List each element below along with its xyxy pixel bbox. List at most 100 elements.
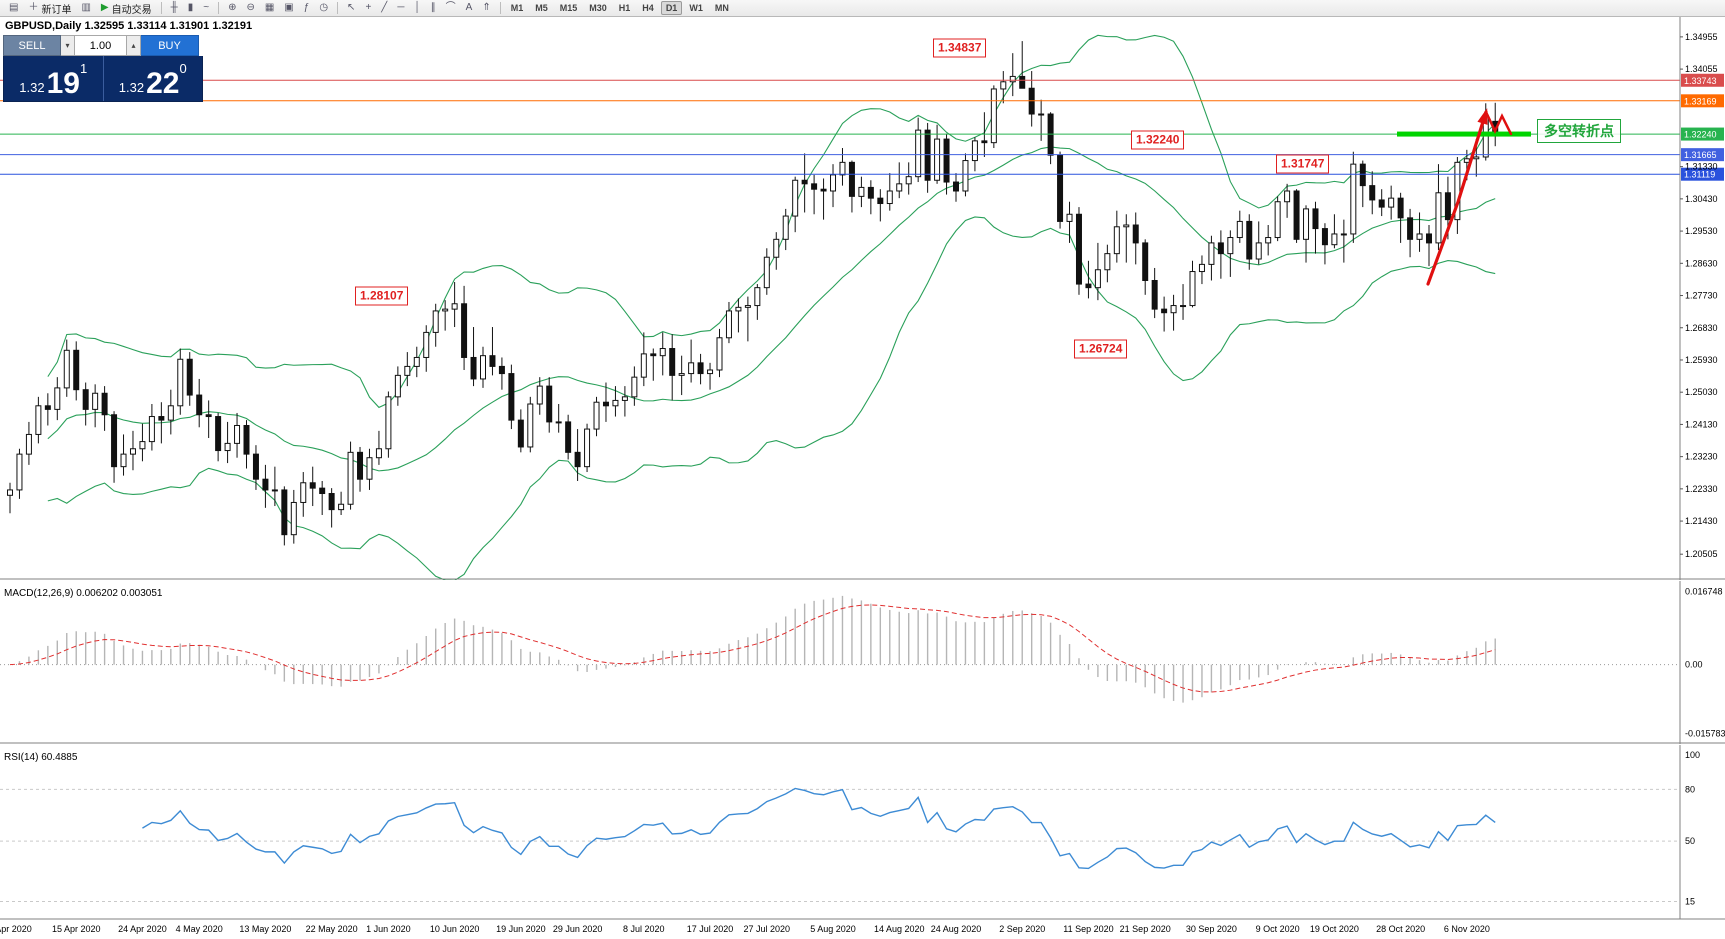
candle	[678, 373, 685, 376]
timeframe-h1-button[interactable]: H1	[618, 3, 631, 13]
candle	[158, 416, 165, 421]
cascade-windows-icon[interactable]: ▣	[280, 0, 297, 16]
price-tag[interactable]: 1.31747	[1276, 154, 1330, 174]
x-axis-label: 15 Apr 2020	[52, 924, 101, 934]
candle	[489, 355, 496, 367]
candle	[735, 306, 742, 312]
horizontal-lines[interactable]: 1.33743 1.33169 1.32240 1.31665 1.31119	[0, 73, 1724, 181]
candle	[990, 88, 997, 144]
vertical-line-icon[interactable]: │	[410, 0, 424, 16]
zoom-out-icon[interactable]: ⊖	[242, 0, 258, 16]
trendline-icon[interactable]: ╱	[377, 0, 391, 16]
candle	[612, 399, 619, 407]
cascade-windows-icon: ▣	[284, 2, 294, 13]
candle	[498, 365, 505, 375]
price-tag[interactable]: 1.32240	[1131, 130, 1185, 150]
svg-text:1.31665: 1.31665	[1684, 150, 1717, 160]
crosshair-icon[interactable]: +	[361, 0, 375, 16]
buy-price-panel[interactable]: 1.32 22 0	[104, 56, 203, 101]
turning-point-label[interactable]: 多空转折点	[1537, 119, 1621, 143]
candle	[101, 392, 108, 416]
text-label-icon[interactable]: A	[462, 0, 477, 16]
new-order-button[interactable]: ＋新订单	[24, 0, 75, 16]
candle	[839, 161, 846, 176]
price-tag[interactable]: 1.34837	[933, 38, 987, 58]
candle	[1444, 192, 1451, 221]
chevron-down-icon: ▾	[65, 41, 70, 50]
x-axis-label: 17 Jul 2020	[687, 924, 734, 934]
macd-scale-label: -0.015783	[1685, 729, 1725, 739]
timeframe-m15-button[interactable]: M15	[559, 3, 578, 13]
indicators-icon[interactable]: ƒ	[300, 0, 314, 16]
price-tag[interactable]: 1.26724	[1074, 339, 1128, 359]
candle	[792, 179, 799, 217]
price-scale-tag	[1681, 167, 1724, 181]
x-axis-label: 29 Jun 2020	[553, 924, 603, 934]
chart-window-icon[interactable]: ▥	[77, 0, 94, 16]
timeframe-w1-button[interactable]: W1	[689, 3, 703, 13]
timeframe-h4-button[interactable]: H4	[642, 3, 654, 13]
candle	[1331, 233, 1338, 246]
horizontal-line-icon: ─	[397, 2, 405, 13]
candle	[1198, 263, 1205, 273]
new-chart-icon[interactable]: ▤	[5, 0, 22, 16]
text-label-icon: A	[465, 2, 473, 13]
volume-up-button[interactable]: ▴	[127, 35, 141, 56]
candle	[167, 405, 174, 421]
candlestick-chart-icon[interactable]: ▮	[184, 0, 198, 16]
svg-text:1.32240: 1.32240	[1684, 130, 1717, 140]
buy-button[interactable]: BUY	[141, 35, 199, 56]
candle	[754, 287, 761, 307]
arrow-object-icon: ⇑	[482, 2, 491, 13]
candle	[186, 358, 193, 396]
fibonacci-icon[interactable]: ⌒	[442, 0, 460, 16]
tile-windows-icon[interactable]: ▦	[261, 0, 278, 16]
sell-price-panel[interactable]: 1.32 19 1	[4, 56, 103, 101]
timeframe-m1-button[interactable]: M1	[510, 3, 524, 13]
bollinger-bands	[47, 34, 1496, 582]
candle	[1293, 190, 1300, 240]
candle	[338, 503, 345, 511]
ask-price-big: 22	[146, 66, 180, 100]
channel-icon[interactable]: ∥	[427, 0, 440, 16]
bar-chart-icon[interactable]: ╫	[167, 0, 182, 16]
autotrading-button[interactable]: ▶ 自动交易	[97, 0, 156, 16]
zoom-in-icon[interactable]: ⊕	[224, 0, 240, 16]
price-tag[interactable]: 1.28107	[355, 286, 409, 306]
candle	[621, 396, 628, 401]
candle	[536, 385, 543, 405]
volume-down-button[interactable]: ▾	[61, 35, 75, 56]
y-axis-label: 1.26830	[1685, 323, 1718, 333]
candle	[1000, 81, 1007, 90]
x-axis-label: 1 Jun 2020	[366, 924, 411, 934]
timeframe-m5-button[interactable]: M5	[535, 3, 548, 13]
timeframe-d1-button[interactable]: D1	[660, 1, 683, 15]
candle	[262, 478, 269, 491]
new-order-icon: ＋	[28, 2, 39, 13]
cursor-icon[interactable]: ↖	[343, 0, 359, 16]
ask-price-base: 1.32	[118, 80, 145, 95]
price-scale-tag	[1681, 73, 1724, 87]
annotations-layer[interactable]	[1397, 108, 1531, 286]
tile-windows-icon: ▦	[264, 2, 275, 13]
candle	[716, 337, 723, 371]
sell-button[interactable]: SELL	[3, 35, 61, 56]
timeframe-m30-button[interactable]: M30	[589, 3, 607, 13]
candle	[971, 140, 978, 162]
candle	[1284, 190, 1291, 203]
timeframe-mn-button[interactable]: MN	[714, 3, 729, 13]
volume-input[interactable]	[75, 35, 127, 56]
ask-price-sup: 0	[179, 61, 187, 76]
horizontal-line-icon[interactable]: ─	[393, 0, 408, 16]
line-chart-icon[interactable]: ~	[199, 0, 213, 16]
arrow-object-icon[interactable]: ⇑	[478, 0, 494, 16]
periods-icon[interactable]: ◷	[315, 0, 332, 16]
candle	[1265, 237, 1272, 244]
trend-arrow-head	[1477, 108, 1488, 125]
indicators-icon: ƒ	[303, 2, 310, 13]
candle	[848, 161, 855, 197]
candle	[631, 376, 638, 398]
y-axis-label: 1.24130	[1685, 419, 1718, 429]
candle	[54, 387, 61, 410]
